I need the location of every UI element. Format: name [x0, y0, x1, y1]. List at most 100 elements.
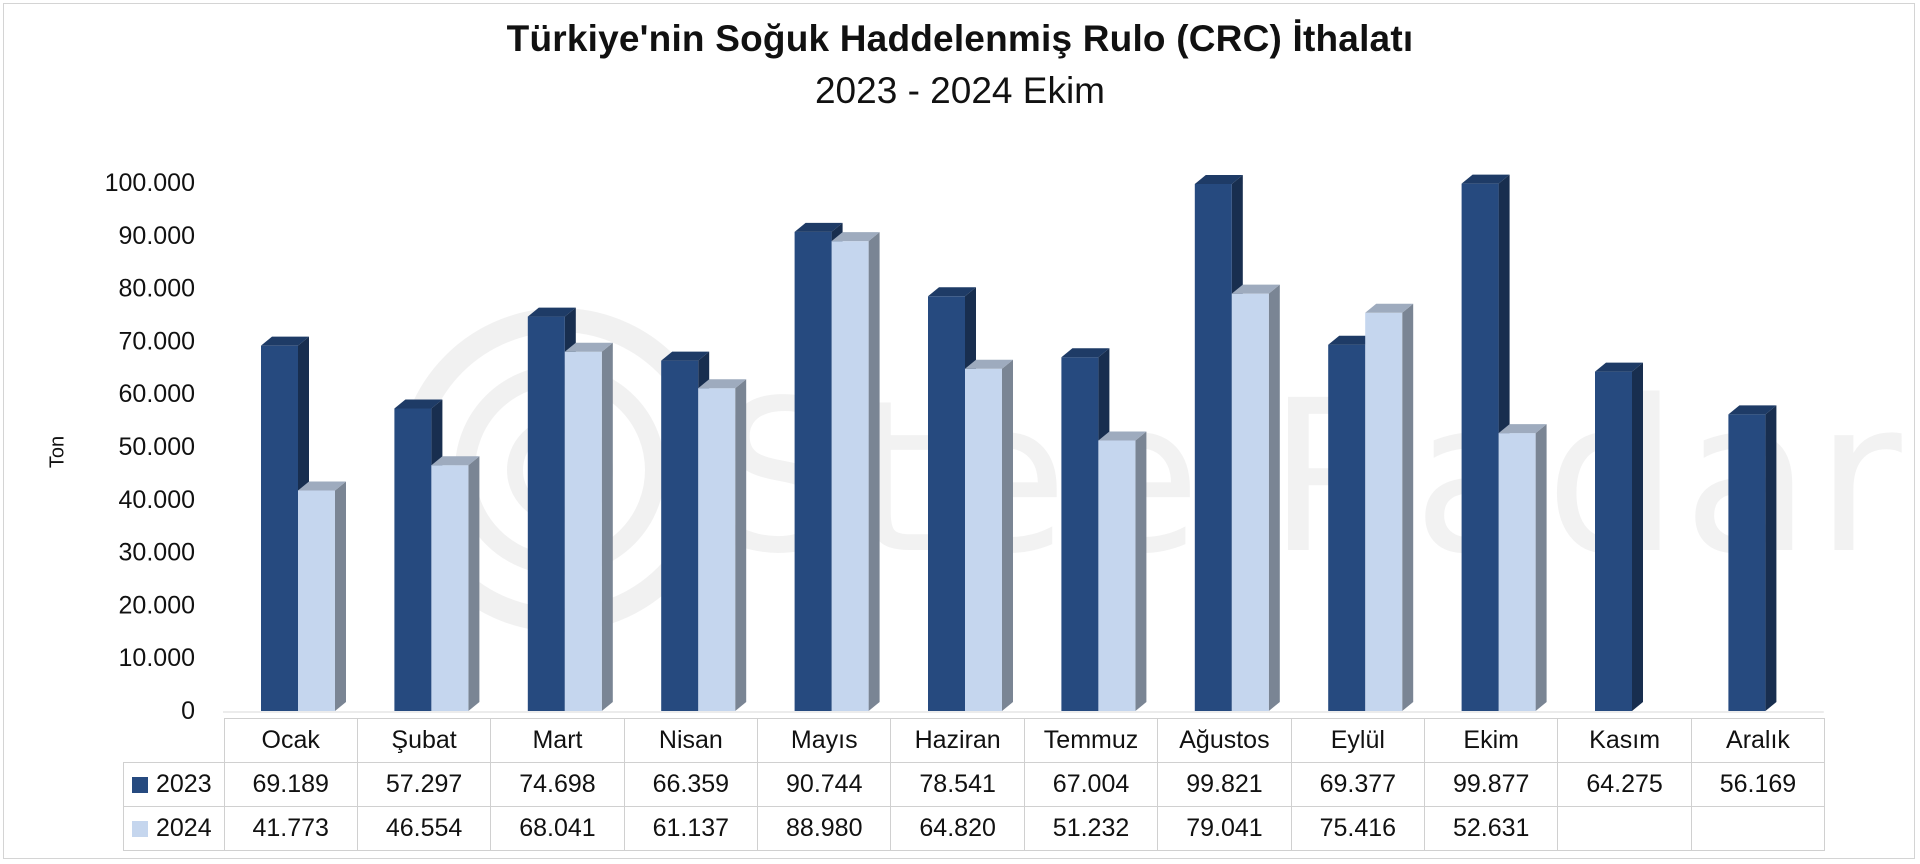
bar-front [831, 241, 869, 711]
y-tick-label: 90.000 [119, 222, 195, 250]
bar-top [698, 379, 747, 389]
bar-side [1135, 431, 1147, 711]
table-header-row: Ocak Şubat Mart Nisan Mayıs Haziran Temmuz Ağus… [123, 718, 1826, 763]
x-tick-label: Kasım [1557, 718, 1692, 763]
bar-top [431, 456, 480, 466]
bar-front [527, 316, 565, 711]
bar-front [1061, 357, 1099, 711]
bar-2024-Haziran [965, 359, 1013, 711]
x-tick-label: Aralık [1690, 718, 1826, 763]
bar-front [394, 408, 432, 711]
y-tick-label: 0 [181, 697, 195, 725]
y-tick-label: 30.000 [119, 539, 195, 567]
data-label: 51.232 [1023, 806, 1159, 851]
data-table: Ocak Şubat Mart Nisan Mayıs Haziran Temmuz Ağus… [123, 718, 1826, 851]
bar-side [735, 379, 747, 711]
data-label [1557, 806, 1692, 851]
bar-2024-Temmuz [1098, 431, 1147, 711]
bar-top [1061, 348, 1110, 358]
data-label: 64.275 [1557, 762, 1692, 807]
data-label: 99.821 [1157, 762, 1292, 807]
bar-top [794, 222, 843, 232]
bar-front [661, 360, 699, 711]
y-tick-label: 100.000 [105, 169, 195, 197]
data-label: 69.189 [223, 762, 358, 807]
bar-top [928, 287, 976, 297]
bar-side [1765, 405, 1777, 711]
bar-front [298, 490, 335, 711]
data-label: 68.041 [490, 806, 625, 851]
data-label: 75.416 [1290, 806, 1426, 851]
data-label: 88.980 [757, 806, 892, 851]
bar-top [298, 481, 346, 491]
bar-front [1098, 440, 1136, 711]
bar-front [431, 465, 469, 711]
bar-front [1728, 414, 1766, 711]
bar-side [1632, 362, 1643, 711]
bar-top [831, 232, 880, 242]
legend-entry-2023: 2023 [123, 762, 225, 807]
bar-top [661, 351, 710, 361]
bar-2024-Nisan [698, 379, 747, 711]
table-row: 2024 41.773 46.554 68.041 61.137 88.980 64.820… [123, 806, 1826, 851]
bar-top [1498, 424, 1547, 434]
chart-subtitle: 2023 - 2024 Ekim [814, 70, 1105, 111]
legend-swatch [132, 821, 148, 837]
bar-2024-Mart [564, 342, 613, 711]
y-tick-label: 50.000 [119, 433, 195, 461]
bar-2023-Kasım [1595, 362, 1643, 711]
data-label: 52.631 [1424, 806, 1559, 851]
bar-top [1728, 405, 1777, 415]
data-label: 90.744 [757, 762, 892, 807]
y-tick-label: 70.000 [119, 327, 195, 355]
table-row: 2023 69.189 57.297 74.698 66.359 90.744 78.541… [123, 762, 1826, 807]
data-label: 64.820 [890, 806, 1025, 851]
bar-side [601, 342, 613, 711]
bar-top [1098, 431, 1147, 441]
bar-side [1002, 359, 1013, 711]
data-label: 74.698 [490, 762, 625, 807]
data-label: 99.877 [1424, 762, 1559, 807]
bar-2024-Ocak [298, 481, 346, 711]
data-label: 56.169 [1690, 762, 1826, 807]
bar-top [965, 359, 1013, 369]
x-tick-label: Mayıs [757, 718, 892, 763]
bar-front [1328, 344, 1366, 711]
bar-top [1461, 174, 1510, 184]
bar-2024-Mayıs [831, 232, 880, 711]
x-tick-label: Eylül [1290, 718, 1426, 763]
x-tick-label: Mart [490, 718, 625, 763]
x-tick-label: Ağustos [1157, 718, 1292, 763]
bar-side [468, 456, 480, 711]
x-tick-label: Ekim [1424, 718, 1559, 763]
x-tick-label: Haziran [890, 718, 1025, 763]
bar-front [1231, 293, 1269, 711]
bar-front [965, 368, 1002, 711]
bar-2024-Ekim [1498, 424, 1547, 711]
bar-side [1535, 424, 1547, 711]
data-label: 66.359 [623, 762, 759, 807]
data-label: 61.137 [623, 806, 759, 851]
x-tick-label: Temmuz [1023, 718, 1159, 763]
bar-front [1365, 312, 1403, 711]
y-tick-label: 10.000 [119, 644, 195, 672]
bar-side [1268, 284, 1280, 711]
bar-top [564, 342, 613, 352]
bar-top [1328, 335, 1377, 345]
bar-top [527, 307, 576, 317]
bar-front [261, 345, 298, 711]
bar-2024-Ağustos [1231, 284, 1280, 711]
bar-top [1231, 284, 1280, 294]
bar-front [1461, 183, 1499, 712]
data-label: 41.773 [223, 806, 358, 851]
y-tick-label: 60.000 [119, 380, 195, 408]
x-tick-label: Nisan [623, 718, 759, 763]
x-tick-label: Şubat [356, 718, 492, 763]
chart-frame [3, 3, 1915, 859]
bar-front [794, 231, 832, 711]
bar-top [1365, 303, 1414, 313]
bar-front [1498, 433, 1536, 711]
y-tick-label: 40.000 [119, 486, 195, 514]
data-label [1690, 806, 1826, 851]
